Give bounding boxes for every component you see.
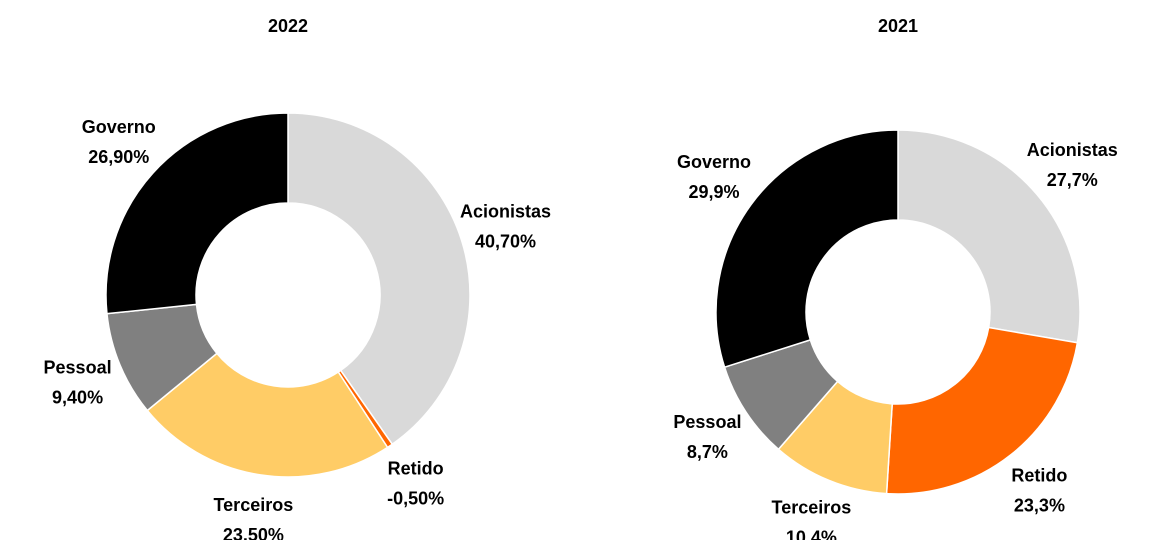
donut-slice [146,352,389,478]
slice-label: Terceiros [214,495,294,515]
slice-label: Pessoal [44,357,112,377]
slice-value-label: 27,7% [1047,170,1098,190]
donut-slice [287,112,471,446]
slice-label: Acionistas [460,201,551,221]
slice-value-label: 29,9% [688,182,739,202]
donut-slice [715,129,899,369]
slice-value-label: 9,40% [52,387,103,407]
slice-value-label: 23,3% [1014,496,1065,516]
slice-value-label: 23,50% [223,525,284,540]
slice-value-label: 40,70% [475,231,536,251]
slice-value-label: 26,90% [88,147,149,167]
donut-slice [105,112,289,315]
slice-value-label: 10,4% [786,528,837,540]
slice-label: Governo [82,117,156,137]
slice-label: Pessoal [673,412,741,432]
chart-title: 2021 [878,16,918,36]
slice-label: Retido [1011,466,1067,486]
slice-label: Retido [388,459,444,479]
slice-label: Terceiros [772,498,852,518]
slice-value-label: -0,50% [387,489,444,509]
donut-slice [885,326,1079,495]
slice-value-label: 8,7% [687,442,728,462]
slice-label: Acionistas [1027,140,1118,160]
donut-slice [897,129,1081,344]
slice-label: Governo [677,152,751,172]
chart-title: 2022 [268,16,308,36]
